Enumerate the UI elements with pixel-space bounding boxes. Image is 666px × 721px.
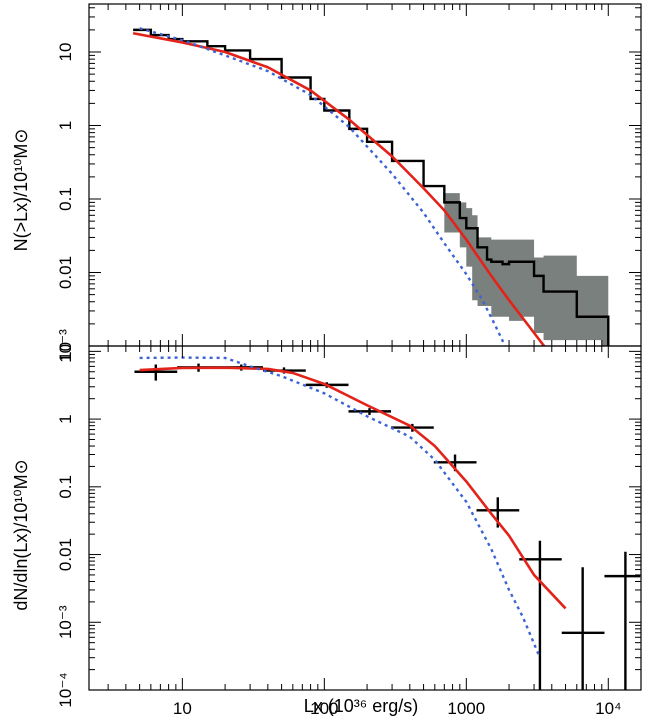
x-tick-label: 10⁴ — [595, 699, 621, 718]
y-tick-label: 1 — [56, 121, 75, 130]
plot-frame — [88, 345, 642, 691]
y-tick-label: 10⁻³ — [56, 605, 75, 639]
data-point — [561, 567, 605, 690]
model-dotted-curve — [139, 27, 507, 346]
uncertainty-band — [444, 193, 609, 346]
y-tick-label: 0.01 — [56, 538, 75, 571]
x-axis-label: Lx (10³⁶ erg/s) — [304, 696, 418, 716]
data-point — [519, 540, 562, 690]
model-dotted-curve — [139, 356, 542, 659]
y-tick-label: 0.01 — [56, 256, 75, 289]
data-point — [134, 364, 178, 381]
y-tick-label: 0.1 — [56, 475, 75, 499]
y-tick-label: 10⁻³ — [56, 329, 75, 363]
bottom-y-axis-label: dN/dln(Lx)/10¹⁰M⊙ — [11, 459, 31, 610]
y-tick-label: 1 — [56, 414, 75, 423]
plot-area — [134, 356, 641, 690]
y-tick-label: 10⁻⁴ — [56, 672, 75, 707]
x-tick-label: 100 — [310, 699, 338, 718]
observed-cumulative-step-line — [133, 28, 610, 346]
top-panel-cumulative-plot: 10 1 0.1 0.01 10⁻³ — [56, 3, 642, 363]
model-solid-curve — [139, 366, 567, 610]
x-tick-label: 1000 — [447, 699, 485, 718]
y-tick-label: 10 — [56, 342, 75, 361]
model-solid-curve — [132, 31, 546, 346]
top-y-axis-label: N(>Lx)/10¹⁰M⊙ — [11, 129, 31, 252]
plot-area — [132, 27, 610, 346]
x-tick-label: 10 — [173, 699, 192, 718]
bottom-panel-differential-plot: 10 1 0.1 0.01 10⁻³ 10⁻⁴ 10 100 1000 10⁴ — [56, 342, 642, 718]
data-point — [604, 551, 641, 690]
y-tick-label: 10 — [56, 43, 75, 62]
y-tick-label: 0.1 — [56, 187, 75, 211]
